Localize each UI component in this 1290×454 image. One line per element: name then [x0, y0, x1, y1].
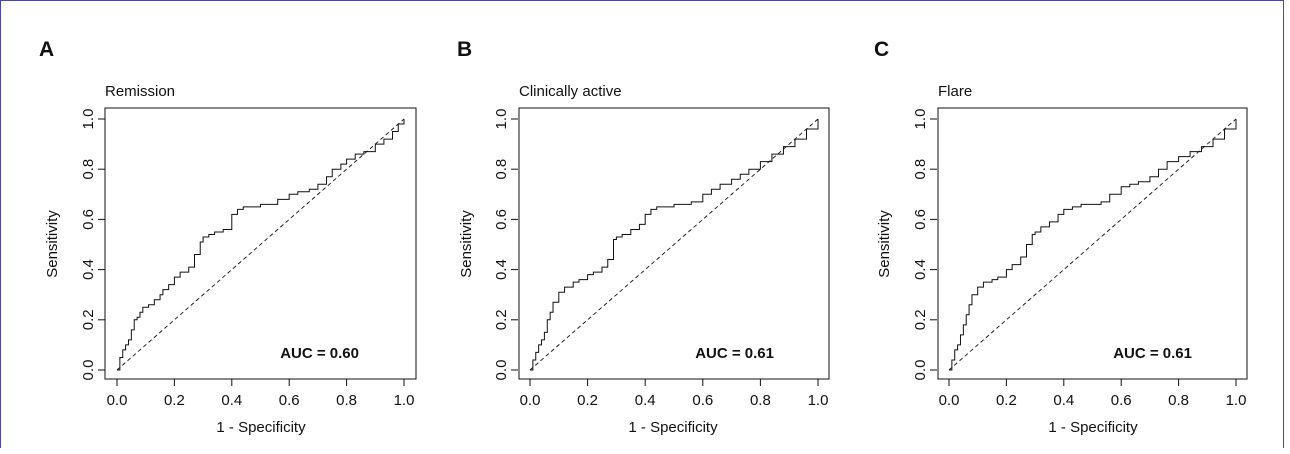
panel-c-y-tick-label: 0.0 [912, 360, 929, 381]
panel-b-y-tick-label: 0.4 [493, 259, 510, 280]
panel-b-title: Clinically active [519, 83, 622, 100]
panel-a-x-tick-label: 1.0 [394, 392, 415, 409]
panel-a-plot-box [104, 107, 417, 380]
panel-a-y-tick-label: 0.0 [80, 360, 97, 381]
panel-a-y-tick-label: 1.0 [80, 109, 97, 130]
panel-a: A Remission 1 - Specificity Sensitivity … [39, 38, 417, 436]
panel-b-x-tick-label: 1.0 [808, 392, 829, 409]
panel-letter-a: A [39, 38, 54, 61]
panel-b-y-tick-label: 0.8 [493, 159, 510, 180]
panel-a-x-tick-label: 0.4 [221, 392, 242, 409]
panel-b-plot-box [518, 107, 830, 380]
panel-b: B Clinically active 1 - Specificity Sens… [457, 38, 830, 436]
panel-b-ylabel: Sensitivity [458, 210, 475, 278]
panel-c-y-tick-label: 0.2 [912, 309, 929, 330]
panel-b-y-tick-label: 0.0 [493, 360, 510, 381]
panel-a-roc-curve-0 [117, 119, 405, 371]
panel-letter-c: C [874, 38, 889, 61]
panel-a-y-tick-label: 0.6 [80, 209, 97, 230]
panel-a-x-tick-label: 0.6 [279, 392, 300, 409]
panel-c-x-tick-label: 0.6 [1111, 392, 1132, 409]
panel-c-x-tick-label: 1.0 [1226, 392, 1247, 409]
panel-c: C Flare 1 - Specificity Sensitivity AUC … [874, 38, 1248, 436]
panel-a-ylabel: Sensitivity [44, 210, 61, 278]
panel-c-y-tick-label: 0.6 [912, 209, 929, 230]
panel-c-y-tick-label: 1.0 [912, 109, 929, 130]
panel-c-auc-label: AUC = 0.61 [1113, 345, 1192, 362]
panel-a-y-tick-label: 0.8 [80, 159, 97, 180]
panel-b-x-tick-label: 0.0 [520, 392, 541, 409]
panel-b-x-tick-label: 0.8 [750, 392, 771, 409]
panel-a-x-tick-label: 0.0 [107, 392, 128, 409]
panel-b-x-tick-label: 0.4 [635, 392, 656, 409]
panel-b-auc-label: AUC = 0.61 [695, 345, 774, 362]
panel-c-reference-diagonal [948, 118, 1237, 371]
panel-a-x-tick-label: 0.2 [164, 392, 185, 409]
panel-b-x-tick-label: 0.6 [692, 392, 713, 409]
panel-c-x-tick-label: 0.4 [1053, 392, 1074, 409]
panel-a-y-tick-label: 0.2 [80, 309, 97, 330]
panel-c-roc-curve-0 [949, 119, 1237, 371]
panel-c-plot-box [937, 107, 1248, 380]
panel-c-title: Flare [938, 83, 972, 100]
panel-b-xlabel: 1 - Specificity [628, 419, 718, 436]
panel-c-x-tick-label: 0.2 [996, 392, 1017, 409]
panel-letter-b: B [457, 38, 472, 61]
panel-a-y-tick-label: 0.4 [80, 259, 97, 280]
panel-a-x-tick-label: 0.8 [336, 392, 357, 409]
panel-c-xlabel: 1 - Specificity [1048, 419, 1138, 436]
panel-b-y-tick-label: 0.2 [493, 309, 510, 330]
panel-c-y-tick-label: 0.4 [912, 259, 929, 280]
panel-c-x-tick-label: 0.0 [939, 392, 960, 409]
panel-a-title: Remission [105, 83, 175, 100]
panel-a-auc-label: AUC = 0.60 [280, 345, 359, 362]
panel-c-y-tick-label: 0.8 [912, 159, 929, 180]
panel-b-x-tick-label: 0.2 [577, 392, 598, 409]
panel-b-roc-curve-0 [530, 119, 819, 371]
panel-c-ylabel: Sensitivity [876, 210, 893, 278]
panel-a-reference-diagonal [116, 118, 405, 371]
panel-b-y-tick-label: 0.6 [493, 209, 510, 230]
panel-c-x-tick-label: 0.8 [1168, 392, 1189, 409]
panel-b-y-tick-label: 1.0 [493, 109, 510, 130]
panel-b-reference-diagonal [529, 118, 819, 371]
panel-a-xlabel: 1 - Specificity [216, 419, 306, 436]
